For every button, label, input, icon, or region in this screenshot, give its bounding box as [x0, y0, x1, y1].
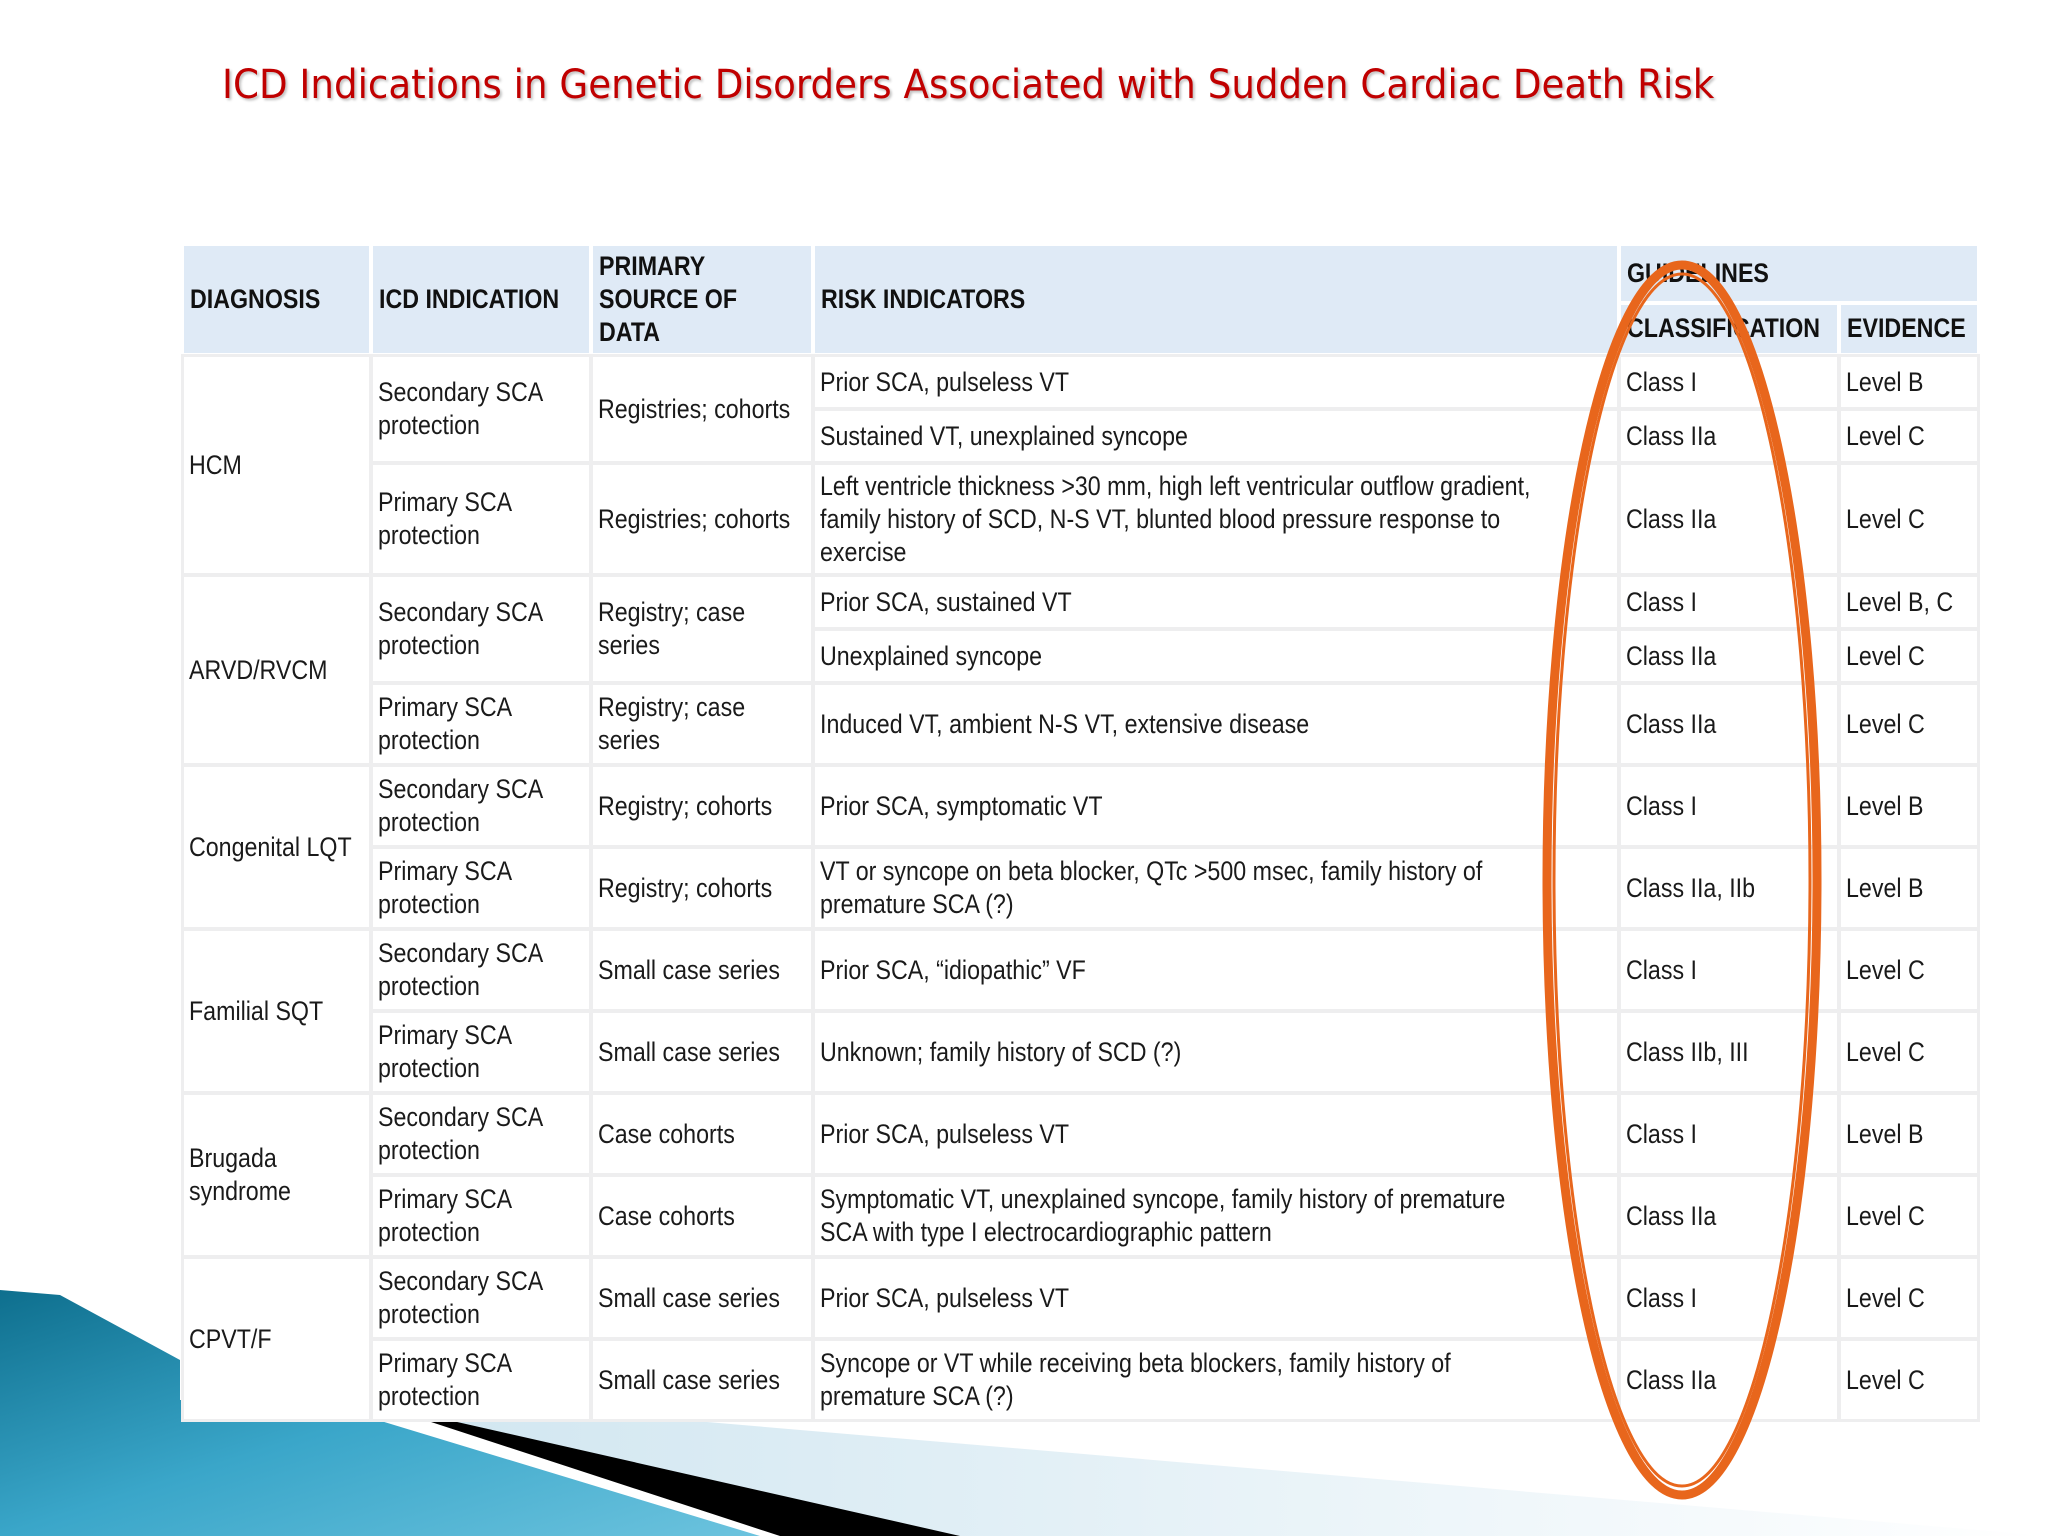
classification-cell: Class IIb, III [1618, 1010, 1840, 1094]
risk-cell: Sustained VT, unexplained syncope [812, 408, 1620, 464]
source-cell: Small case series [590, 1010, 814, 1094]
risk-cell: Prior SCA, pulseless VT [812, 1256, 1620, 1340]
evidence-cell: Level C [1838, 1010, 1980, 1094]
header-primary-source: PRIMARY SOURCE OF DATA [593, 246, 811, 353]
evidence-cell: Level B [1838, 846, 1980, 930]
evidence-cell: Level C [1838, 408, 1980, 464]
evidence-cell: Level C [1838, 1174, 1980, 1258]
risk-cell: Induced VT, ambient N-S VT, extensive di… [812, 682, 1620, 766]
evidence-cell: Level B, C [1838, 574, 1980, 630]
table-row: Primary SCA protection Case cohorts Sympt… [184, 1174, 1980, 1258]
evidence-cell: Level C [1838, 1338, 1980, 1422]
diagnosis-cell: ARVD/RVCM [181, 574, 372, 766]
indication-cell: Primary SCA protection [370, 846, 592, 930]
classification-cell: Class IIa [1618, 408, 1840, 464]
evidence-cell: Level C [1838, 682, 1980, 766]
indication-cell: Primary SCA protection [370, 462, 592, 576]
table-row: ARVD/RVCM Secondary SCA protection Regist… [181, 574, 1980, 766]
indication-cell: Primary SCA protection [370, 1010, 592, 1094]
classification-cell: Class IIa [1618, 462, 1840, 576]
diagnosis-cell: HCM [181, 354, 372, 576]
icd-indications-table: DIAGNOSIS ICD INDICATION PRIMARY SOURCE … [180, 242, 1980, 1422]
classification-cell: Class I [1618, 574, 1840, 630]
evidence-cell: Level C [1838, 1256, 1980, 1340]
table-row: CPVT/F Secondary SCA protection Small cas… [181, 1256, 1980, 1422]
table-row: Primary SCA protection Small case series … [184, 1010, 1980, 1094]
source-cell: Registries; cohorts [590, 462, 814, 576]
risk-cell: Unknown; family history of SCD (?) [812, 1010, 1620, 1094]
source-cell: Registries; cohorts [590, 354, 814, 464]
evidence-cell: Level C [1838, 462, 1980, 576]
indication-cell: Secondary SCA protection [370, 1092, 592, 1176]
classification-cell: Class IIa [1618, 628, 1840, 684]
source-cell: Case cohorts [590, 1174, 814, 1258]
classification-cell: Class I [1618, 354, 1840, 410]
classification-cell: Class I [1618, 928, 1840, 1012]
classification-cell: Class IIa [1618, 682, 1840, 766]
header-classification: CLASSIFICATION [1621, 304, 1837, 353]
source-cell: Registry; cohorts [590, 764, 814, 848]
risk-cell: Symptomatic VT, unexplained syncope, fam… [812, 1174, 1620, 1258]
source-cell: Registry; case series [590, 574, 814, 684]
risk-cell: Prior SCA, sustained VT [812, 574, 1620, 630]
classification-cell: Class I [1618, 764, 1840, 848]
indication-cell: Secondary SCA protection [370, 764, 592, 848]
table-row: Congenital LQT Secondary SCA protection R… [181, 764, 1980, 930]
table-row: Primary SCA protection Registry; case seri… [184, 682, 1980, 766]
risk-cell: Prior SCA, pulseless VT [812, 354, 1620, 410]
risk-cell: VT or syncope on beta blocker, QTc >500 … [812, 846, 1620, 930]
header-diagnosis: DIAGNOSIS [184, 246, 369, 353]
table-row: Primary SCA protection Small case series … [184, 1338, 1980, 1422]
source-cell: Registry; case series [590, 682, 814, 766]
table-row: HCM Secondary SCA protection Registries; … [181, 354, 1980, 576]
header-evidence: EVIDENCE [1841, 304, 1977, 353]
header-guidelines: GUIDELINES [1621, 246, 1977, 301]
diagnosis-cell: Familial SQT [181, 928, 372, 1094]
classification-cell: Class IIa [1618, 1174, 1840, 1258]
evidence-cell: Level B [1838, 764, 1980, 848]
table-row: Brugada syndrome Secondary SCA protection … [181, 1092, 1980, 1258]
indication-cell: Secondary SCA protection [370, 574, 592, 684]
classification-cell: Class I [1618, 1256, 1840, 1340]
source-cell: Small case series [590, 928, 814, 1012]
risk-cell: Prior SCA, symptomatic VT [812, 764, 1620, 848]
table-row: Primary SCA protection Registry; cohorts … [184, 846, 1980, 930]
risk-cell: Left ventricle thickness >30 mm, high le… [812, 462, 1620, 576]
diagnosis-cell: Congenital LQT [181, 764, 372, 930]
indication-cell: Primary SCA protection [370, 682, 592, 766]
evidence-cell: Level B [1838, 354, 1980, 410]
diagnosis-cell: CPVT/F [181, 1256, 372, 1422]
evidence-cell: Level C [1838, 628, 1980, 684]
indication-cell: Secondary SCA protection [370, 928, 592, 1012]
header-icd-indication: ICD INDICATION [373, 246, 589, 353]
classification-cell: Class IIa [1618, 1338, 1840, 1422]
diagnosis-cell: Brugada syndrome [181, 1092, 372, 1258]
classification-cell: Class IIa, IIb [1618, 846, 1840, 930]
risk-cell: Prior SCA, pulseless VT [812, 1092, 1620, 1176]
source-cell: Small case series [590, 1338, 814, 1422]
indication-cell: Secondary SCA protection [370, 354, 592, 464]
indication-cell: Secondary SCA protection [370, 1256, 592, 1340]
evidence-cell: Level B [1838, 1092, 1980, 1176]
source-cell: Small case series [590, 1256, 814, 1340]
classification-cell: Class I [1618, 1092, 1840, 1176]
table-row: Familial SQT Secondary SCA protection Sma… [181, 928, 1980, 1094]
source-cell: Registry; cohorts [590, 846, 814, 930]
evidence-cell: Level C [1838, 928, 1980, 1012]
risk-cell: Syncope or VT while receiving beta block… [812, 1338, 1620, 1422]
source-cell: Case cohorts [590, 1092, 814, 1176]
header-risk-indicators: RISK INDICATORS [815, 246, 1617, 353]
risk-cell: Unexplained syncope [812, 628, 1620, 684]
risk-cell: Prior SCA, “idiopathic” VF [812, 928, 1620, 1012]
slide-title: ICD Indications in Genetic Disorders Ass… [222, 62, 1715, 108]
indication-cell: Primary SCA protection [370, 1338, 592, 1422]
table-row: Primary SCA protection Registries; cohort… [184, 462, 1980, 576]
indication-cell: Primary SCA protection [370, 1174, 592, 1258]
